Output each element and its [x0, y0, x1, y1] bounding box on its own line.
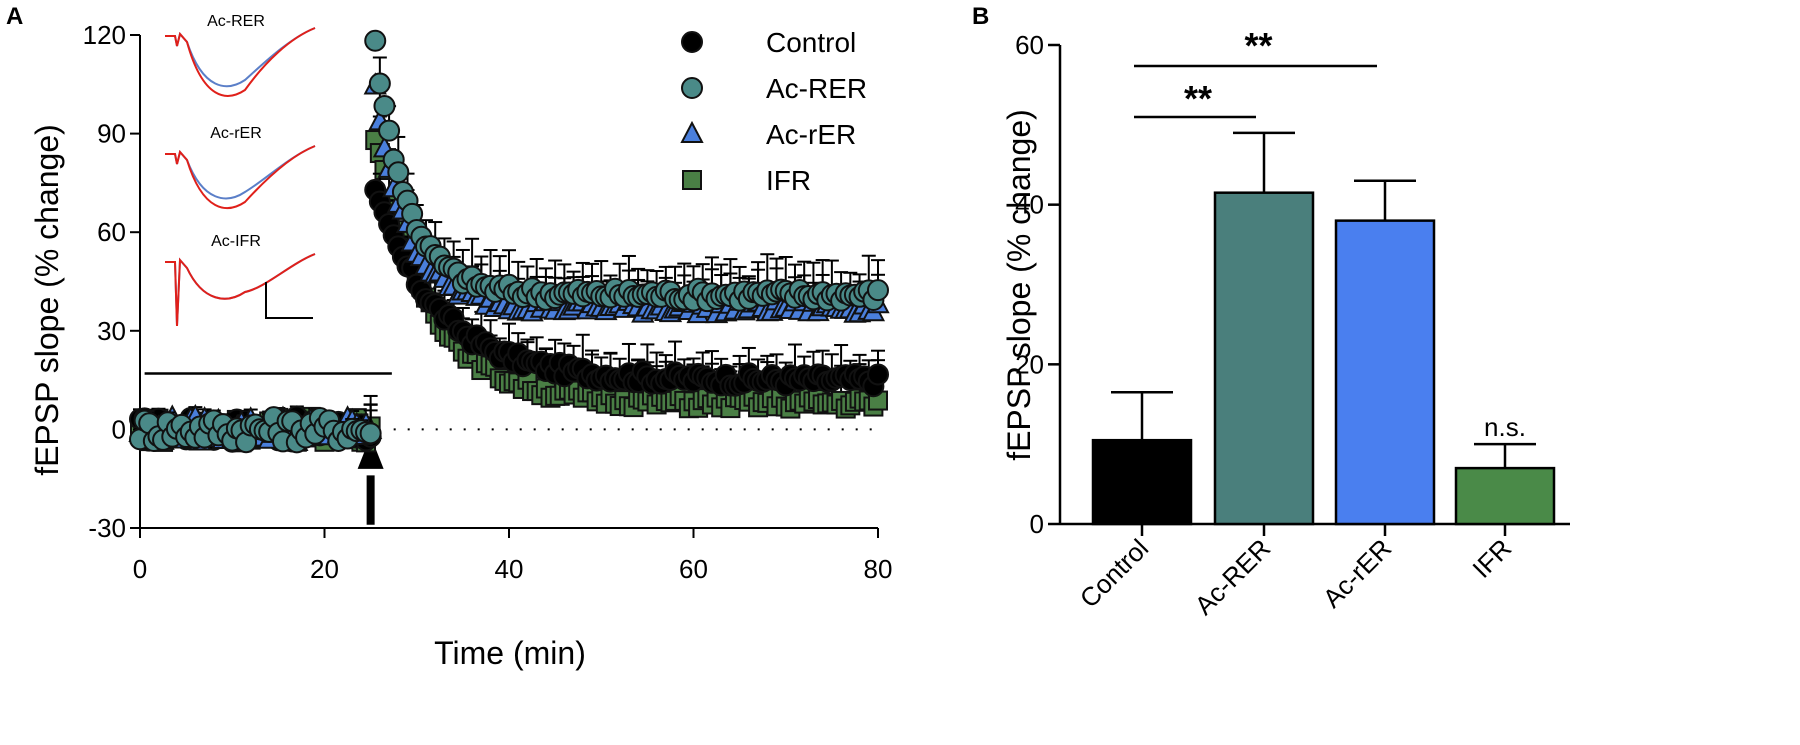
inset-traces: Ac-RER Ac-rER Ac-IFR: [165, 13, 316, 327]
significance-stars: **: [1184, 78, 1212, 119]
x-tick-label: 20: [310, 554, 339, 584]
data-point: [867, 279, 889, 302]
panel-a: A fEPSP slope (% change) Time (min) -300…: [6, 3, 892, 671]
trace-after: [165, 27, 316, 97]
legend-marker-acrer: [680, 120, 704, 143]
panel-a-plot-area: [128, 29, 890, 454]
x-tick-label-ifr: IFR: [1466, 533, 1517, 584]
ns-label: n.s.: [1484, 412, 1526, 442]
y-tick-label: 60: [97, 217, 126, 247]
bar-acrer: [1334, 219, 1436, 526]
inset-acifr: Ac-IFR: [165, 233, 316, 327]
panel-a-legend: Control Ac-RER Ac-rER IFR: [680, 27, 867, 196]
panel-b: B fEPSP slope (% change) 0 20 40 60 Control A…: [972, 3, 1570, 621]
panel-a-ylabel: fEPSP slope (% change): [29, 124, 65, 476]
data-point: [364, 29, 387, 52]
inset-acrer: Ac-rER: [165, 125, 316, 209]
data-point: [378, 119, 401, 142]
data-point: [359, 422, 382, 445]
y-tick-label: -30: [88, 513, 126, 543]
trace-before: [165, 253, 316, 327]
series-acrer: [129, 29, 889, 454]
inset-label: Ac-IFR: [211, 233, 261, 250]
panel-b-plot-area: ** ** n.s.: [1091, 25, 1556, 526]
trace-after: [165, 253, 316, 327]
panel-a-letter: A: [6, 3, 23, 30]
x-tick-label-acrer: Ac-rER: [1317, 533, 1397, 613]
legend-label-control: Control: [766, 27, 856, 58]
x-tick-label: 80: [864, 554, 893, 584]
x-tick-label-acrer: Ac-RER: [1189, 533, 1277, 621]
panel-b-ylabel: fEPSP slope (% change): [1001, 109, 1037, 461]
scale-bar: [265, 282, 313, 319]
legend-label-acrer: Ac-RER: [766, 73, 867, 104]
x-tick-label: 60: [679, 554, 708, 584]
inset-label: Ac-RER: [207, 13, 265, 30]
legend-marker-acrer: [681, 77, 703, 99]
legend-label-ifr: IFR: [766, 165, 811, 196]
panel-b-letter: B: [972, 3, 989, 30]
data-point: [373, 95, 396, 118]
inset-label: Ac-rER: [210, 125, 262, 142]
bar-control: [1091, 438, 1193, 526]
y-tick-label: 20: [1015, 349, 1044, 379]
y-tick-label: 0: [112, 414, 126, 444]
inset-acrer: Ac-RER: [165, 13, 316, 97]
panel-a-xlabel: Time (min): [434, 635, 586, 671]
bar-ifr: [1454, 466, 1556, 526]
y-tick-label: 30: [97, 316, 126, 346]
data-point: [387, 161, 410, 184]
x-tick-label: 0: [133, 554, 147, 584]
data-point: [867, 363, 889, 386]
y-tick-label: 40: [1015, 190, 1044, 220]
data-point: [368, 72, 391, 95]
bar-acrer: [1213, 191, 1315, 526]
legend-label-acrer: Ac-rER: [766, 119, 856, 150]
significance-stars: **: [1244, 25, 1272, 66]
legend-marker-control: [681, 31, 703, 53]
stimulus-arrow-head: [357, 435, 384, 469]
trace-before: [165, 145, 316, 200]
legend-marker-ifr: [682, 170, 702, 190]
x-tick-label: 40: [495, 554, 524, 584]
trace-before: [165, 27, 316, 88]
y-tick-label: 90: [97, 119, 126, 149]
x-tick-label-control: Control: [1074, 533, 1154, 613]
trace-after: [165, 145, 316, 209]
y-tick-label: 0: [1030, 509, 1044, 539]
y-tick-label: 60: [1015, 30, 1044, 60]
y-tick-label: 120: [83, 20, 126, 50]
